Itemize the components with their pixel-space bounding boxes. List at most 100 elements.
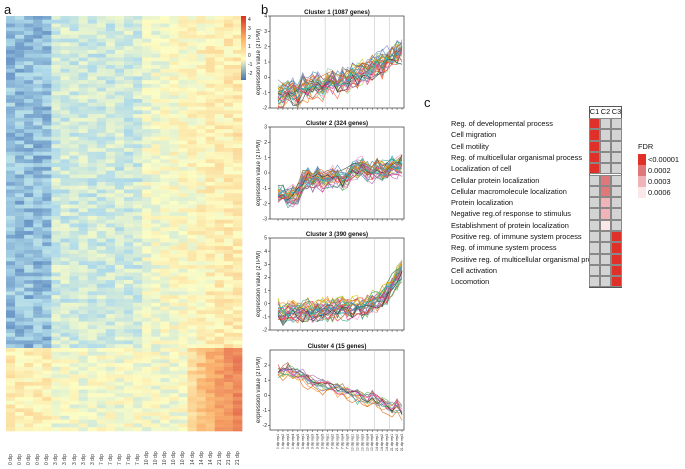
gene-profile-line <box>277 164 403 205</box>
go-term-label: Cell activation <box>451 265 498 275</box>
x-tick-label: 10 dip rep5 <box>370 434 374 451</box>
go-term-label: Cell migration <box>451 130 497 140</box>
x-tick-label: 3 dip rep1 <box>301 434 305 449</box>
go-enrichment-cell <box>589 163 600 175</box>
x-tick-label: 3 dip rep3 <box>311 434 315 449</box>
heatmap-x-label: 0 dip <box>17 454 24 465</box>
go-enrichment-cell <box>611 197 622 209</box>
x-tick-label: 21 dip rep3 <box>400 434 404 451</box>
go-enrichment-cell <box>600 185 611 198</box>
go-enrichment-cell <box>611 174 622 186</box>
x-tick-label: 21 dip rep1 <box>390 434 394 451</box>
colorbar-tick: 2 <box>248 35 251 41</box>
x-tick-label: 0 dip rep4 <box>291 434 295 449</box>
x-tick-label: 10 dip rep4 <box>365 434 369 451</box>
y-tick-label: -2 <box>263 106 268 112</box>
gene-profile-line <box>277 157 403 205</box>
heatmap-x-label: 0 dip <box>35 454 42 465</box>
y-tick-label: 0 <box>264 301 267 307</box>
x-tick-label: 21 dip rep2 <box>395 434 399 451</box>
fdr-legend-label: 0.0003 <box>648 177 671 186</box>
heatmap-x-label: 14 dip <box>198 451 205 465</box>
y-tick-label: -2 <box>263 201 268 207</box>
x-tick-label: 0 dip rep5 <box>296 434 300 449</box>
go-enrichment-cell <box>589 197 600 209</box>
gene-profile-line <box>277 52 403 104</box>
heatmap-x-label: 0 dip <box>26 454 33 465</box>
cluster-title: Cluster 2 (324 genes) <box>306 120 368 127</box>
y-tick-label: 0 <box>264 75 267 81</box>
panel-letter-a: a <box>4 2 12 17</box>
y-tick-label: 2 <box>264 363 267 369</box>
go-enrichment-cell <box>589 242 600 254</box>
gene-profile-line <box>277 367 403 407</box>
y-tick-label: 4 <box>264 249 267 255</box>
x-tick-label: 14 dip rep2 <box>380 434 384 451</box>
y-tick-label: 1 <box>264 378 267 384</box>
gene-profile-line <box>277 370 403 414</box>
go-enrichment-cell <box>611 118 622 130</box>
y-tick-label: 5 <box>264 236 267 242</box>
go-enrichment-cell <box>589 264 600 277</box>
x-tick-label: 7 dip rep1 <box>326 434 330 449</box>
gene-profile-line <box>277 268 403 315</box>
go-enrichment-cell <box>600 242 611 254</box>
gene-profile-line <box>277 364 403 407</box>
go-term-label: Locomotion <box>451 277 490 287</box>
gene-profile-line <box>277 269 403 324</box>
colorbar-tick: 1 <box>248 44 251 50</box>
go-enrichment-cell <box>600 231 611 243</box>
go-enrichment-cell <box>600 129 611 141</box>
x-tick-label: 14 dip rep3 <box>385 434 389 451</box>
gene-profile-line <box>277 163 403 196</box>
expression-heatmap <box>6 16 243 432</box>
gene-profile-line <box>277 274 403 322</box>
go-enrichment-cell <box>611 151 622 164</box>
go-enrichment-cell <box>600 197 611 209</box>
heatmap-x-label: 3 dip <box>80 454 87 465</box>
gene-profile-line <box>277 161 403 201</box>
go-enrichment-cell <box>600 208 611 220</box>
go-enrichment-cell <box>600 140 611 152</box>
go-enrichment-cell <box>611 242 622 254</box>
colorbar-tick: 0 <box>248 53 251 59</box>
x-tick-label: 14 dip rep1 <box>375 434 379 451</box>
y-tick-label: -2 <box>263 423 268 429</box>
go-enrichment-cell <box>611 219 622 231</box>
gene-profile-line <box>277 266 403 316</box>
heatmap-x-label: 7 dip <box>126 454 132 465</box>
y-tick-label: -2 <box>263 328 268 334</box>
go-term-label: Reg. of multicellular organismal process <box>451 152 583 162</box>
y-tick-label: 1 <box>264 288 267 294</box>
heatmap-x-label: 0 dip <box>8 454 14 465</box>
y-tick-label: 0 <box>264 393 267 399</box>
go-enrichment-cell <box>589 174 600 186</box>
colorbar-tick: -2 <box>248 71 253 77</box>
heatmap-x-label: 14 dip <box>189 451 196 465</box>
go-term-label: Cellular protein localization <box>451 175 540 185</box>
y-tick-label: -1 <box>263 315 268 321</box>
fdr-legend-label: 0.0006 <box>648 188 671 197</box>
heatmap-colorbar <box>241 16 246 80</box>
heatmap-x-label: 10 dip <box>144 451 151 465</box>
colorbar-tick: -1 <box>248 62 253 68</box>
x-tick-label: 3 dip rep5 <box>321 434 325 449</box>
go-enrichment-cell <box>611 264 622 277</box>
go-enrichment-cell <box>589 129 600 141</box>
go-enrichment-cell <box>611 208 622 220</box>
go-enrichment-cell <box>589 118 600 130</box>
heatmap-x-label: 0 dip <box>44 454 51 465</box>
go-enrichment-cell <box>600 276 611 288</box>
gene-profile-line <box>277 264 403 318</box>
y-tick-label: -3 <box>263 217 268 223</box>
go-enrichment-cell <box>600 253 611 265</box>
panel-letter-b: b <box>261 2 269 17</box>
go-column-header: C2 <box>600 107 611 116</box>
heatmap-x-label: 7 dip <box>98 454 105 465</box>
y-tick-label: 4 <box>264 14 267 20</box>
x-tick-label: 0 dip rep1 <box>276 434 280 449</box>
fdr-legend-swatch <box>638 176 646 187</box>
go-term-label: Negative reg.of response to stimulus <box>451 209 571 219</box>
x-tick-label: 7 dip rep5 <box>345 434 349 449</box>
y-tick-label: 0 <box>264 171 267 177</box>
